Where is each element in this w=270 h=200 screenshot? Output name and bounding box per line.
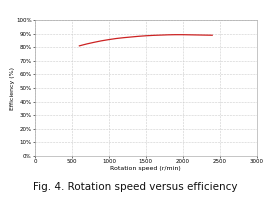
X-axis label: Rotation speed (r/min): Rotation speed (r/min) (110, 166, 181, 171)
Y-axis label: Efficiency (%): Efficiency (%) (10, 66, 15, 110)
Text: Fig. 4. Rotation speed versus efficiency: Fig. 4. Rotation speed versus efficiency (33, 182, 237, 192)
